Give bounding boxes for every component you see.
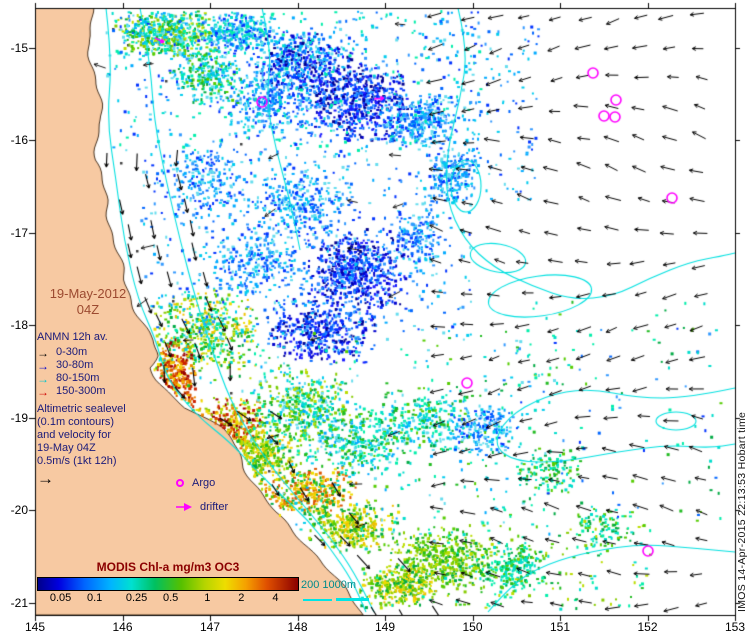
- x-axis-label: 148: [287, 620, 308, 634]
- y-axis-label: -20: [10, 503, 28, 517]
- y-axis-labels: -15 -16 -17 -18 -19 -20 -21: [0, 0, 32, 640]
- altimetric-note-line: 0.5m/s (1kt 12h): [37, 455, 117, 467]
- drifter-legend-row: drifter: [176, 495, 228, 519]
- altimetric-note-line: 19-May 04Z: [37, 442, 96, 454]
- colorbar-tick: 0.05: [49, 592, 72, 604]
- current-arrow-icon: →: [37, 371, 49, 386]
- altimetric-note-line: and velocity for: [37, 429, 111, 441]
- anmn-legend-item: → 150-300m: [37, 385, 108, 398]
- argo-legend-row: Argo: [176, 471, 228, 495]
- isobath-200m-line: [303, 599, 332, 601]
- x-axis-label: 149: [374, 620, 396, 634]
- anmn-legend-item: → 80-150m: [37, 372, 108, 385]
- date-line2: 04Z: [76, 302, 100, 317]
- argo-label: Argo: [192, 476, 216, 489]
- colorbar-tick: 4: [272, 592, 279, 604]
- anmn-item-label: 30-80m: [56, 359, 94, 371]
- anmn-item-label: 80-150m: [56, 372, 100, 384]
- colorbar-ticks: 0.05 0.1 0.25 0.5 1 2 4: [37, 591, 299, 605]
- current-arrow-icon: →: [37, 345, 49, 360]
- imos-watermark: IMOS 14-Apr-2015 22:13:53 Hobart time: [736, 411, 748, 612]
- colorbar-title: MODIS Chl-a mg/m3 OC3: [96, 560, 240, 574]
- x-axis-label: 151: [549, 620, 571, 634]
- colorbar-gradient: [37, 577, 299, 591]
- colorbar-tick: 1: [204, 592, 211, 604]
- velocity-scale-arrow-icon: →: [37, 469, 54, 488]
- colorbar: MODIS Chl-a mg/m3 OC3 0.05 0.1 0.25 0.5 …: [37, 560, 299, 605]
- y-axis-label: -17: [10, 225, 28, 240]
- y-axis-label: -21: [10, 595, 28, 610]
- x-axis-labels: 145 146 147 148 149 150 151 152 153: [0, 620, 750, 636]
- anmn-legend-item: → 0-30m: [37, 346, 108, 359]
- altimetric-note-line: Altimetric sealevel: [37, 403, 126, 415]
- y-axis-label: -15: [10, 40, 28, 55]
- date-line1: 19-May-2012: [49, 286, 127, 301]
- anmn-item-label: 150-300m: [56, 385, 106, 397]
- y-axis-label: -16: [10, 133, 28, 147]
- y-axis-label: -19: [10, 410, 28, 425]
- drifter-arrow-icon: [176, 502, 192, 512]
- current-arrow-icon: →: [37, 358, 49, 373]
- isobath-1000m-line: [336, 598, 369, 601]
- anmn-legend: ANMN 12h av. → 0-30m → 30-80m → 80-150m …: [37, 331, 108, 398]
- float-legend: Argo drifter: [176, 471, 228, 519]
- argo-float-icon: [176, 479, 184, 487]
- drifter-label: drifter: [200, 500, 229, 513]
- date-label: 19-May-2012 04Z: [38, 286, 138, 318]
- anmn-legend-title: ANMN 12h av.: [37, 331, 108, 343]
- x-axis-label: 145: [24, 620, 46, 634]
- depth-scale-label: 200 1000m: [301, 579, 357, 591]
- x-axis-label: 150: [462, 620, 483, 634]
- colorbar-tick: 0.1: [86, 592, 103, 604]
- current-arrow-icon: →: [37, 384, 49, 399]
- x-axis-label: 147: [199, 620, 221, 634]
- colorbar-tick: 0.25: [125, 592, 148, 604]
- altimetric-note-line: (0.1m contours): [37, 416, 115, 428]
- colorbar-tick: 2: [238, 592, 245, 604]
- colorbar-tick: 0.5: [162, 592, 179, 604]
- anmn-item-label: 0-30m: [56, 346, 88, 358]
- depth-scale: 200 1000m: [301, 579, 369, 601]
- anmn-legend-item: → 30-80m: [37, 359, 108, 372]
- altimetric-note: Altimetric sealevel (0.1m contours) and …: [37, 403, 126, 488]
- x-axis-label: 146: [112, 620, 133, 634]
- y-axis-label: -18: [10, 318, 28, 332]
- x-axis-label: 152: [637, 620, 658, 634]
- x-axis-label: 153: [724, 620, 746, 634]
